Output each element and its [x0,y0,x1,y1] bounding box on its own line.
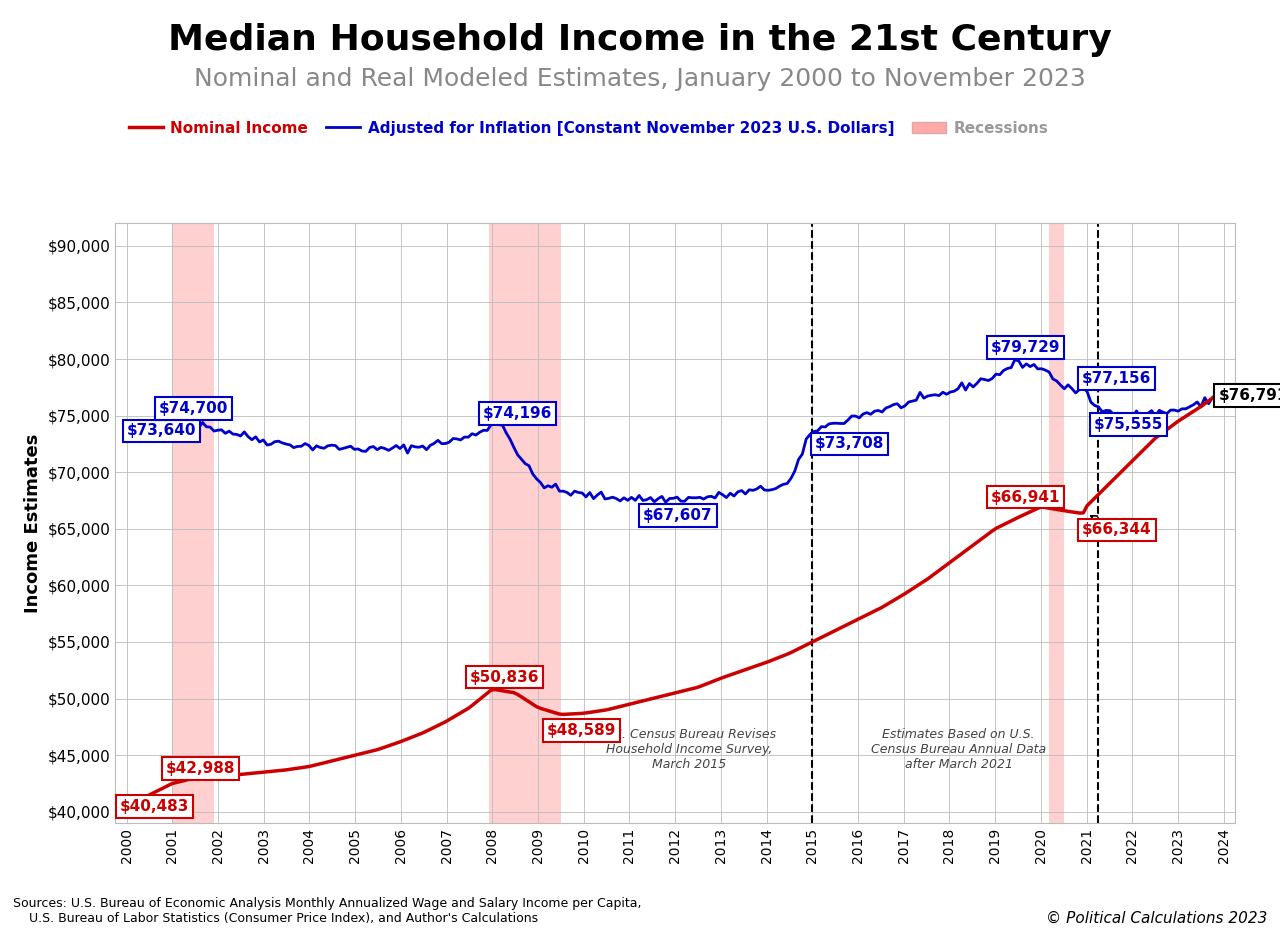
Text: Median Household Income in the 21st Century: Median Household Income in the 21st Cent… [168,23,1112,58]
Text: $66,941: $66,941 [991,489,1060,505]
Text: $40,483: $40,483 [120,799,189,814]
Y-axis label: Income Estimates: Income Estimates [24,433,42,613]
Text: © Political Calculations 2023: © Political Calculations 2023 [1046,910,1267,925]
Bar [173,223,214,823]
Text: $79,729: $79,729 [991,340,1060,355]
Text: Estimates Based on U.S.
Census Bureau Annual Data
after March 2021: Estimates Based on U.S. Census Bureau An… [872,728,1046,771]
Legend: Nominal Income, Adjusted for Inflation [Constant November 2023 U.S. Dollars], Re: Nominal Income, Adjusted for Inflation [… [123,114,1055,141]
Text: $74,196: $74,196 [483,405,553,421]
Text: U.S. Census Bureau Revises
Household Income Survey,
March 2015: U.S. Census Bureau Revises Household Inc… [602,728,777,771]
Text: $50,836: $50,836 [470,670,539,684]
Text: $73,708: $73,708 [814,436,884,451]
Text: $73,640: $73,640 [127,423,196,439]
Text: Sources: U.S. Bureau of Economic Analysis Monthly Annualized Wage and Salary Inc: Sources: U.S. Bureau of Economic Analysi… [13,897,641,925]
Text: $74,700: $74,700 [159,402,228,417]
Bar [489,223,561,823]
Text: $48,589: $48,589 [547,723,617,737]
Text: Nominal and Real Modeled Estimates, January 2000 to November 2023: Nominal and Real Modeled Estimates, Janu… [195,67,1085,91]
Text: $67,607: $67,607 [643,508,713,523]
Text: $66,344: $66,344 [1082,516,1152,538]
Text: $77,156: $77,156 [1082,371,1152,386]
Text: $75,555: $75,555 [1093,418,1162,432]
Bar [1048,223,1064,823]
Text: $42,988: $42,988 [165,762,236,777]
Text: $76,791: $76,791 [1219,388,1280,403]
